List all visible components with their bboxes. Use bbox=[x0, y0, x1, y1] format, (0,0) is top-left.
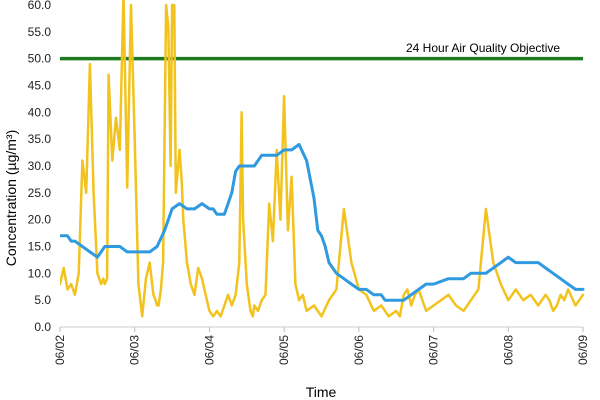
x-tick-label: 06/03 bbox=[128, 335, 142, 365]
x-axis-ticks: 06/02 06/03 06/04 06/05 06/06 06/07 06/08 06/09 bbox=[53, 327, 590, 365]
x-tick-label: 06/06 bbox=[352, 335, 366, 365]
y-tick-label: 45.0 bbox=[28, 79, 52, 93]
y-tick-label: 0.0 bbox=[34, 320, 51, 334]
series-group bbox=[60, 0, 585, 318]
y-tick-label: 35.0 bbox=[28, 132, 52, 146]
y-tick-label: 20.0 bbox=[28, 213, 52, 227]
y-tick-label: 55.0 bbox=[28, 25, 52, 39]
y-tick-label: 50.0 bbox=[28, 52, 52, 66]
series-line-1 bbox=[60, 143, 585, 302]
x-tick-label: 06/02 bbox=[53, 335, 67, 365]
y-tick-label: 5.0 bbox=[34, 293, 51, 307]
x-tick-label: 06/09 bbox=[576, 335, 590, 365]
y-tick-label: 25.0 bbox=[28, 186, 52, 200]
y-tick-label: 10.0 bbox=[28, 266, 52, 280]
x-tick-label: 06/07 bbox=[427, 335, 441, 365]
reference-line-label: 24 Hour Air Quality Objective bbox=[406, 41, 560, 55]
y-tick-label: 60.0 bbox=[28, 0, 52, 12]
x-axis-title: Time bbox=[306, 384, 337, 400]
y-axis-title: Concentration (µg/m³) bbox=[3, 130, 19, 266]
x-tick-label: 06/04 bbox=[202, 335, 216, 365]
y-axis-ticks: 0.0 5.0 10.0 15.0 20.0 25.0 30.0 35.0 40.0 45.0 50… bbox=[28, 0, 52, 334]
y-tick-label: 30.0 bbox=[28, 159, 52, 173]
y-tick-label: 15.0 bbox=[28, 240, 52, 254]
x-tick-label: 06/05 bbox=[277, 335, 291, 365]
x-tick-label: 06/08 bbox=[501, 335, 515, 365]
series-line-0 bbox=[60, 0, 585, 318]
y-tick-label: 40.0 bbox=[28, 105, 52, 119]
